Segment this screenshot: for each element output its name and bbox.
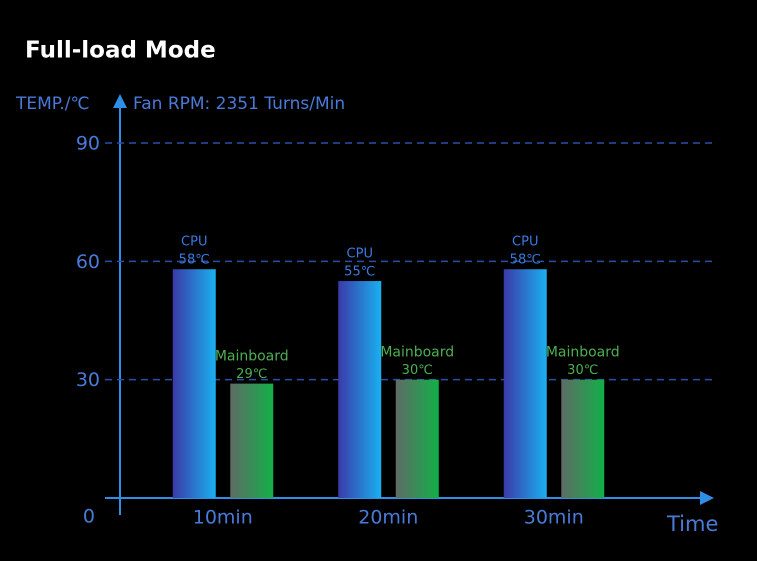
bar	[561, 379, 605, 498]
chart-title: Full-load Mode	[25, 38, 216, 64]
y-tick-label: 60	[76, 251, 100, 273]
value-label: 58℃	[510, 253, 541, 268]
bar-series-name: CPU	[347, 247, 373, 262]
y-tick-label: 0	[83, 506, 95, 528]
y-axis-arrow	[113, 94, 127, 108]
x-tick-label: 10min	[193, 507, 253, 529]
value-label: 55℃	[344, 265, 375, 280]
x-tick-label: 20min	[358, 507, 418, 529]
bar	[338, 281, 382, 498]
bar-series-name: CPU	[512, 235, 538, 250]
bar	[395, 379, 439, 498]
value-label: 30℃	[402, 363, 433, 378]
bar	[503, 269, 547, 498]
bar	[230, 383, 274, 498]
x-tick-label: 30min	[524, 507, 584, 529]
bar-series-name: Mainboard	[215, 349, 289, 365]
y-tick-label: 90	[76, 133, 100, 155]
x-axis-label: Time	[666, 512, 718, 536]
bar-series-name: Mainboard	[380, 345, 454, 361]
value-label: 58℃	[179, 253, 210, 268]
x-axis-arrow	[700, 491, 714, 505]
y-tick-label: 30	[76, 369, 100, 391]
bar-series-name: CPU	[181, 235, 207, 250]
value-label: 29℃	[236, 367, 267, 382]
y-axis-label: TEMP./℃	[15, 94, 90, 114]
subtitle: Fan RPM: 2351 Turns/Min	[133, 94, 345, 114]
bar-series-name: Mainboard	[546, 345, 620, 361]
bar	[172, 269, 216, 498]
value-label: 30℃	[567, 363, 598, 378]
